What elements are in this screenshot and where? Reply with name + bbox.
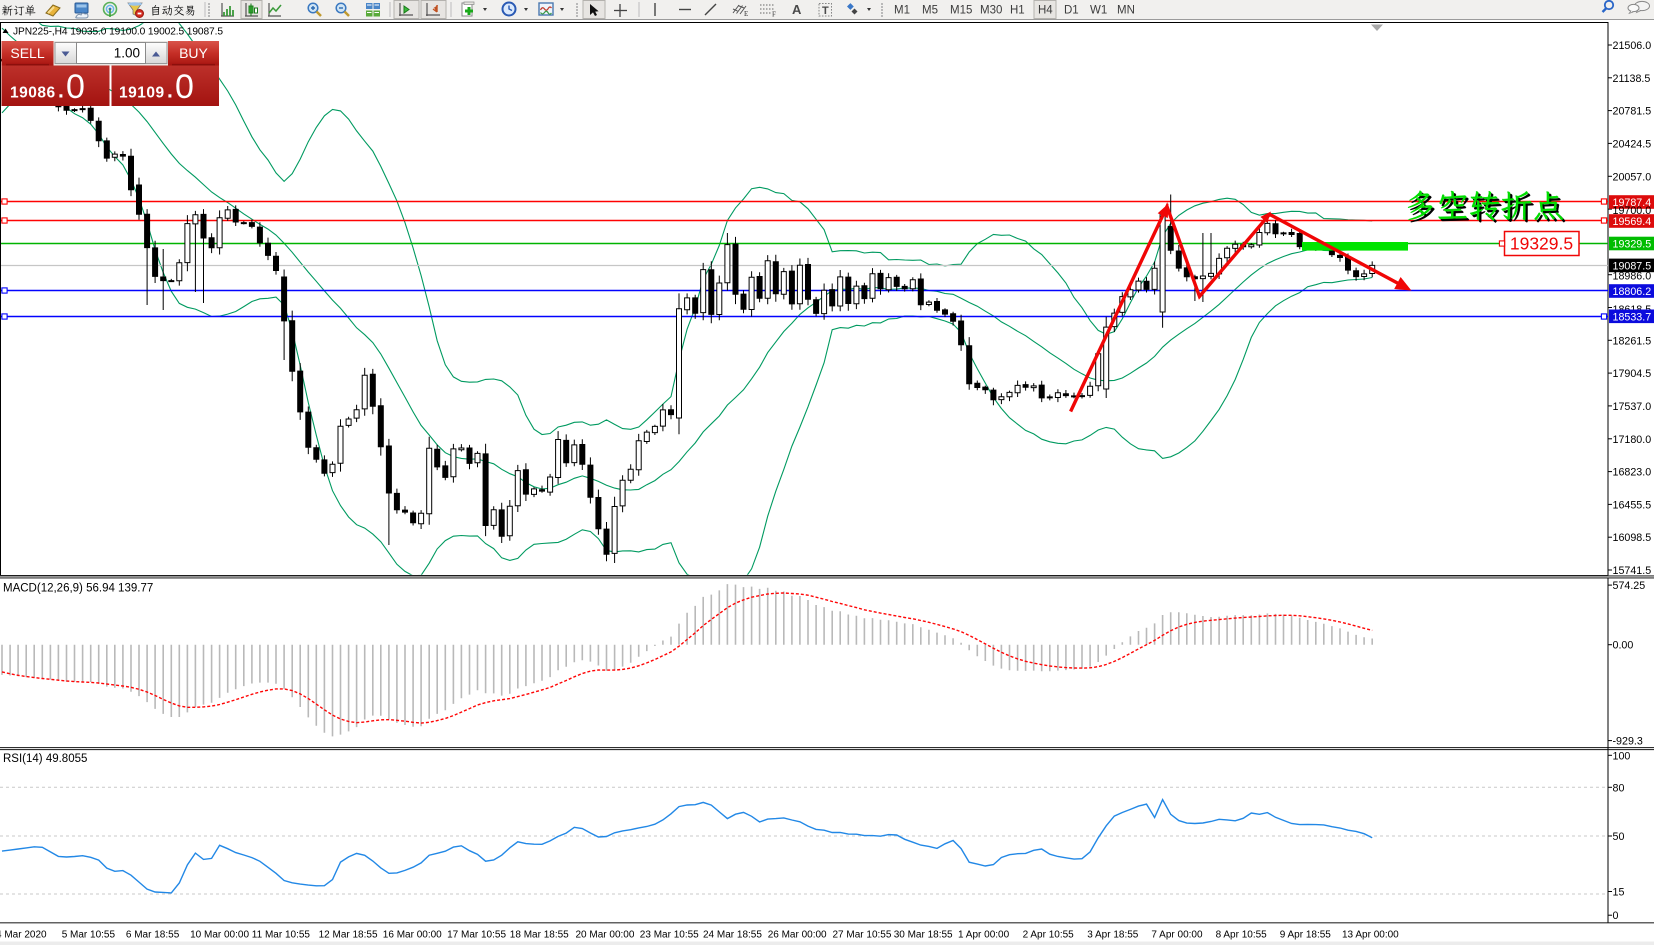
svg-text:10 Mar 00:00: 10 Mar 00:00 xyxy=(190,930,249,941)
svg-text:RSI(14) 49.8055: RSI(14) 49.8055 xyxy=(3,753,87,765)
svg-text:17537.0: 17537.0 xyxy=(1613,401,1652,413)
svg-text:M5: M5 xyxy=(922,5,938,17)
svg-text:19087.5: 19087.5 xyxy=(1613,260,1652,272)
svg-text:0: 0 xyxy=(66,68,85,106)
svg-text:11 Mar 10:55: 11 Mar 10:55 xyxy=(252,930,311,941)
svg-text:19787.4: 19787.4 xyxy=(1613,197,1652,209)
svg-text:F: F xyxy=(772,11,776,19)
svg-text:W1: W1 xyxy=(1090,5,1107,17)
svg-text:12 Mar 18:55: 12 Mar 18:55 xyxy=(319,930,378,941)
svg-text:M30: M30 xyxy=(980,5,1002,17)
svg-text:4 Mar 2020: 4 Mar 2020 xyxy=(0,930,47,941)
svg-text:SELL: SELL xyxy=(10,45,44,61)
svg-text:21138.5: 21138.5 xyxy=(1613,73,1651,85)
svg-text:21506.0: 21506.0 xyxy=(1613,40,1652,52)
svg-text:BUY: BUY xyxy=(179,45,208,61)
svg-text:26 Mar 00:00: 26 Mar 00:00 xyxy=(768,930,827,941)
svg-text:13 Apr 00:00: 13 Apr 00:00 xyxy=(1342,930,1399,941)
svg-text:50: 50 xyxy=(1613,831,1625,843)
svg-text:MN: MN xyxy=(1117,5,1135,17)
svg-text:20781.5: 20781.5 xyxy=(1613,106,1652,118)
svg-text:19700.0: 19700.0 xyxy=(1613,205,1652,217)
svg-text:9 Apr 18:55: 9 Apr 18:55 xyxy=(1280,930,1332,941)
svg-text:23 Mar 10:55: 23 Mar 10:55 xyxy=(640,930,699,941)
svg-text:7 Apr 00:00: 7 Apr 00:00 xyxy=(1151,930,1203,941)
svg-text:16 Mar 00:00: 16 Mar 00:00 xyxy=(383,930,442,941)
svg-text:18986.0: 18986.0 xyxy=(1613,271,1652,283)
svg-text:20424.5: 20424.5 xyxy=(1613,138,1652,150)
svg-text:17180.0: 17180.0 xyxy=(1613,434,1652,446)
svg-text:0: 0 xyxy=(1613,910,1619,922)
svg-text:19329.5: 19329.5 xyxy=(1510,234,1573,254)
svg-text:30 Mar 18:55: 30 Mar 18:55 xyxy=(894,930,953,941)
svg-text:18533.7: 18533.7 xyxy=(1613,311,1652,323)
svg-text:A: A xyxy=(792,2,802,17)
svg-text:3 Apr 18:55: 3 Apr 18:55 xyxy=(1087,930,1139,941)
svg-text:19569.4: 19569.4 xyxy=(1613,216,1652,228)
svg-text:15: 15 xyxy=(1613,887,1625,899)
svg-text:19109: 19109 xyxy=(119,85,165,102)
svg-text:-929.3: -929.3 xyxy=(1613,736,1643,748)
svg-text:JPN225-,H4 19035.0 19100.0 19: JPN225-,H4 19035.0 19100.0 19002.5 19087… xyxy=(13,27,223,38)
svg-text:M15: M15 xyxy=(950,5,972,17)
svg-text:6 Mar 18:55: 6 Mar 18:55 xyxy=(126,930,180,941)
svg-text:H1: H1 xyxy=(1010,5,1025,17)
svg-text:16455.5: 16455.5 xyxy=(1613,499,1652,511)
svg-text:.: . xyxy=(167,80,173,103)
svg-text:16098.5: 16098.5 xyxy=(1613,532,1652,544)
svg-text:17904.5: 17904.5 xyxy=(1613,368,1652,380)
svg-text:20 Mar 00:00: 20 Mar 00:00 xyxy=(576,930,635,941)
svg-text:27 Mar 10:55: 27 Mar 10:55 xyxy=(833,930,892,941)
svg-text:16823.0: 16823.0 xyxy=(1613,467,1652,479)
svg-text:M1: M1 xyxy=(894,5,910,17)
svg-text:20057.0: 20057.0 xyxy=(1613,171,1652,183)
svg-text:19329.5: 19329.5 xyxy=(1613,239,1652,251)
svg-text:574.25: 574.25 xyxy=(1613,580,1646,592)
svg-text:18261.5: 18261.5 xyxy=(1613,335,1652,347)
svg-text:17 Mar 10:55: 17 Mar 10:55 xyxy=(447,930,506,941)
svg-text:15741.5: 15741.5 xyxy=(1613,565,1652,577)
svg-text:H4: H4 xyxy=(1038,5,1053,17)
svg-text:5 Mar 10:55: 5 Mar 10:55 xyxy=(62,930,116,941)
svg-text:8 Apr 10:55: 8 Apr 10:55 xyxy=(1216,930,1268,941)
svg-text:18806.2: 18806.2 xyxy=(1613,286,1652,298)
svg-text:D1: D1 xyxy=(1064,5,1079,17)
svg-text:0: 0 xyxy=(175,68,194,106)
svg-text:80: 80 xyxy=(1613,782,1625,794)
svg-text:100: 100 xyxy=(1613,750,1631,762)
svg-text:18 Mar 18:55: 18 Mar 18:55 xyxy=(510,930,569,941)
svg-text:1 Apr 00:00: 1 Apr 00:00 xyxy=(958,930,1010,941)
svg-text:19086: 19086 xyxy=(10,85,56,102)
svg-text:1.00: 1.00 xyxy=(114,46,140,61)
svg-text:24 Mar 18:55: 24 Mar 18:55 xyxy=(703,930,762,941)
svg-text:.: . xyxy=(58,80,64,103)
svg-text:0.00: 0.00 xyxy=(1613,640,1634,652)
svg-text:2 Apr 10:55: 2 Apr 10:55 xyxy=(1023,930,1075,941)
svg-text:MACD(12,26,9) 56.94 139.77: MACD(12,26,9) 56.94 139.77 xyxy=(3,583,153,595)
svg-text:E: E xyxy=(744,10,748,18)
svg-text:T: T xyxy=(822,5,829,17)
